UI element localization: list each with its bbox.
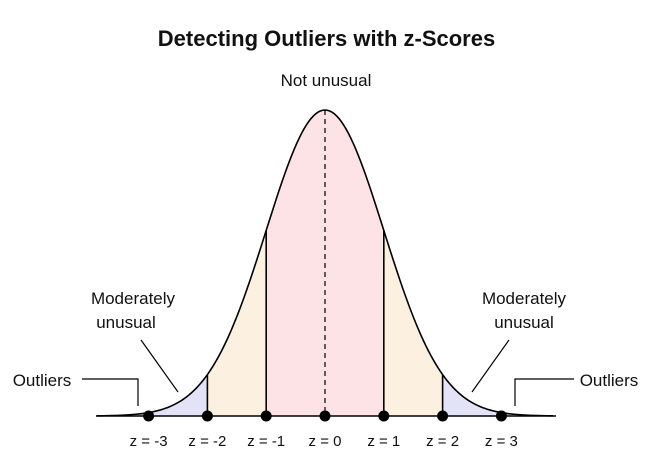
tick-dot-z1 — [378, 410, 390, 422]
tick-dot-z2 — [437, 410, 449, 422]
right-outliers-label: Outliers — [580, 371, 639, 390]
right-moderate-label-line1: Moderately — [482, 289, 567, 308]
tick-dot-z-1 — [260, 410, 272, 422]
region-outliers-right — [442, 374, 554, 416]
left-outliers-pointer — [82, 378, 139, 406]
tick-label-z0: z = 0 — [309, 433, 342, 450]
tick-dot-z-3 — [143, 410, 155, 422]
tick-label-z-1: z = -1 — [247, 433, 285, 450]
tick-dot-z-2 — [201, 410, 213, 422]
tick-label-z3: z = 3 — [485, 433, 518, 450]
tick-label-z1: z = 1 — [367, 433, 400, 450]
left-moderate-pointer — [140, 339, 179, 393]
diagram-title: Detecting Outliers with z-Scores — [157, 26, 496, 51]
right-moderate-pointer — [471, 339, 510, 393]
boundary-lines — [206, 230, 444, 416]
left-moderate-label-line2: unusual — [96, 313, 156, 332]
left-outliers-label: Outliers — [13, 371, 72, 390]
right-outliers-pointer — [514, 378, 574, 406]
right-moderate-label-line2: unusual — [494, 313, 554, 332]
left-moderate-label-line1: Moderately — [91, 289, 176, 308]
center-label: Not unusual — [281, 71, 372, 90]
tick-label-z-2: z = -2 — [188, 433, 226, 450]
tick-dot-z0 — [319, 410, 331, 422]
z-ticks: z = -3 z = -2 z = -1 z = 0 z = 1 z = 2 z = 3 — [130, 410, 518, 450]
tick-dot-z3 — [495, 410, 507, 422]
tick-label-z2: z = 2 — [426, 433, 459, 450]
tick-label-z-3: z = -3 — [130, 433, 168, 450]
region-outliers-left — [96, 376, 208, 416]
